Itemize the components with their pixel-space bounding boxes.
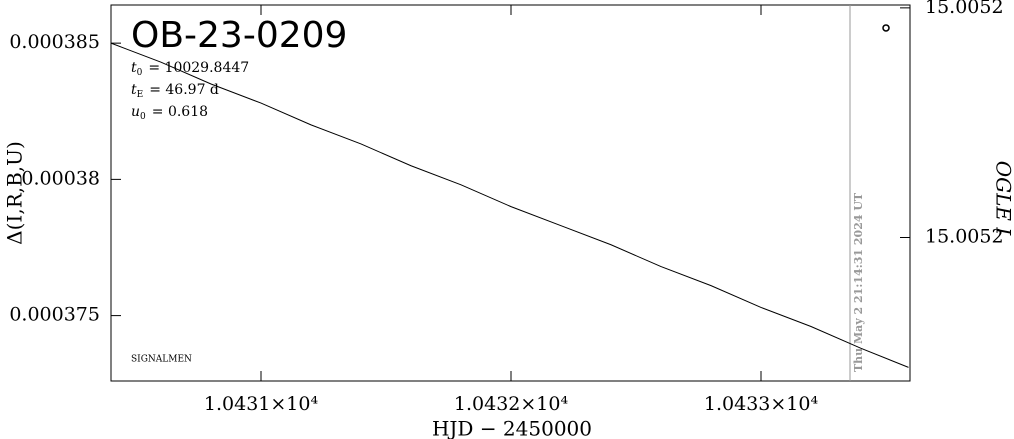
annotation: t0 = 10029.8447 — [131, 60, 249, 78]
x-tick-label: 1.0433×10⁴ — [704, 393, 819, 415]
date-marker-label: Thu May 2 21:14:31 2024 UT — [852, 192, 865, 372]
annotation-text: = 10029.8447 — [148, 60, 249, 76]
annotation-symbol: t — [131, 60, 137, 76]
y2-tick-label: 15.0052 — [925, 0, 1004, 18]
x-axis-label: HJD − 2450000 — [432, 417, 592, 439]
annotation-symbol: t — [131, 82, 137, 98]
annotation-subscript: 0 — [137, 68, 143, 78]
x-tick-label: 1.0432×10⁴ — [454, 393, 569, 415]
y-axis-label: Δ(I,R,B,U) — [3, 141, 27, 245]
y-tick-label: 0.00038 — [21, 167, 100, 189]
y-tick-label: 0.000375 — [9, 304, 100, 326]
x-tick-label: 1.0431×10⁴ — [204, 393, 319, 415]
y-tick-label: 0.000385 — [9, 31, 100, 53]
annotation: tE = 46.97 d — [131, 82, 219, 100]
annotation-subscript: E — [137, 90, 144, 100]
annotation: u0 = 0.618 — [131, 104, 208, 122]
y2-axis-label: OGLE I — [992, 161, 1014, 237]
annotation-symbol: u — [131, 104, 140, 120]
footnote: SIGNALMEN — [131, 355, 192, 365]
chart-title: OB-23-0209 — [131, 15, 347, 56]
y2-tick-label: 15.0052 — [925, 225, 1004, 247]
annotation-text: = 46.97 d — [149, 82, 219, 98]
model-line — [110, 42, 909, 368]
data-point — [882, 24, 890, 32]
annotation-subscript: 0 — [140, 112, 146, 122]
annotation-text: = 0.618 — [152, 104, 208, 120]
